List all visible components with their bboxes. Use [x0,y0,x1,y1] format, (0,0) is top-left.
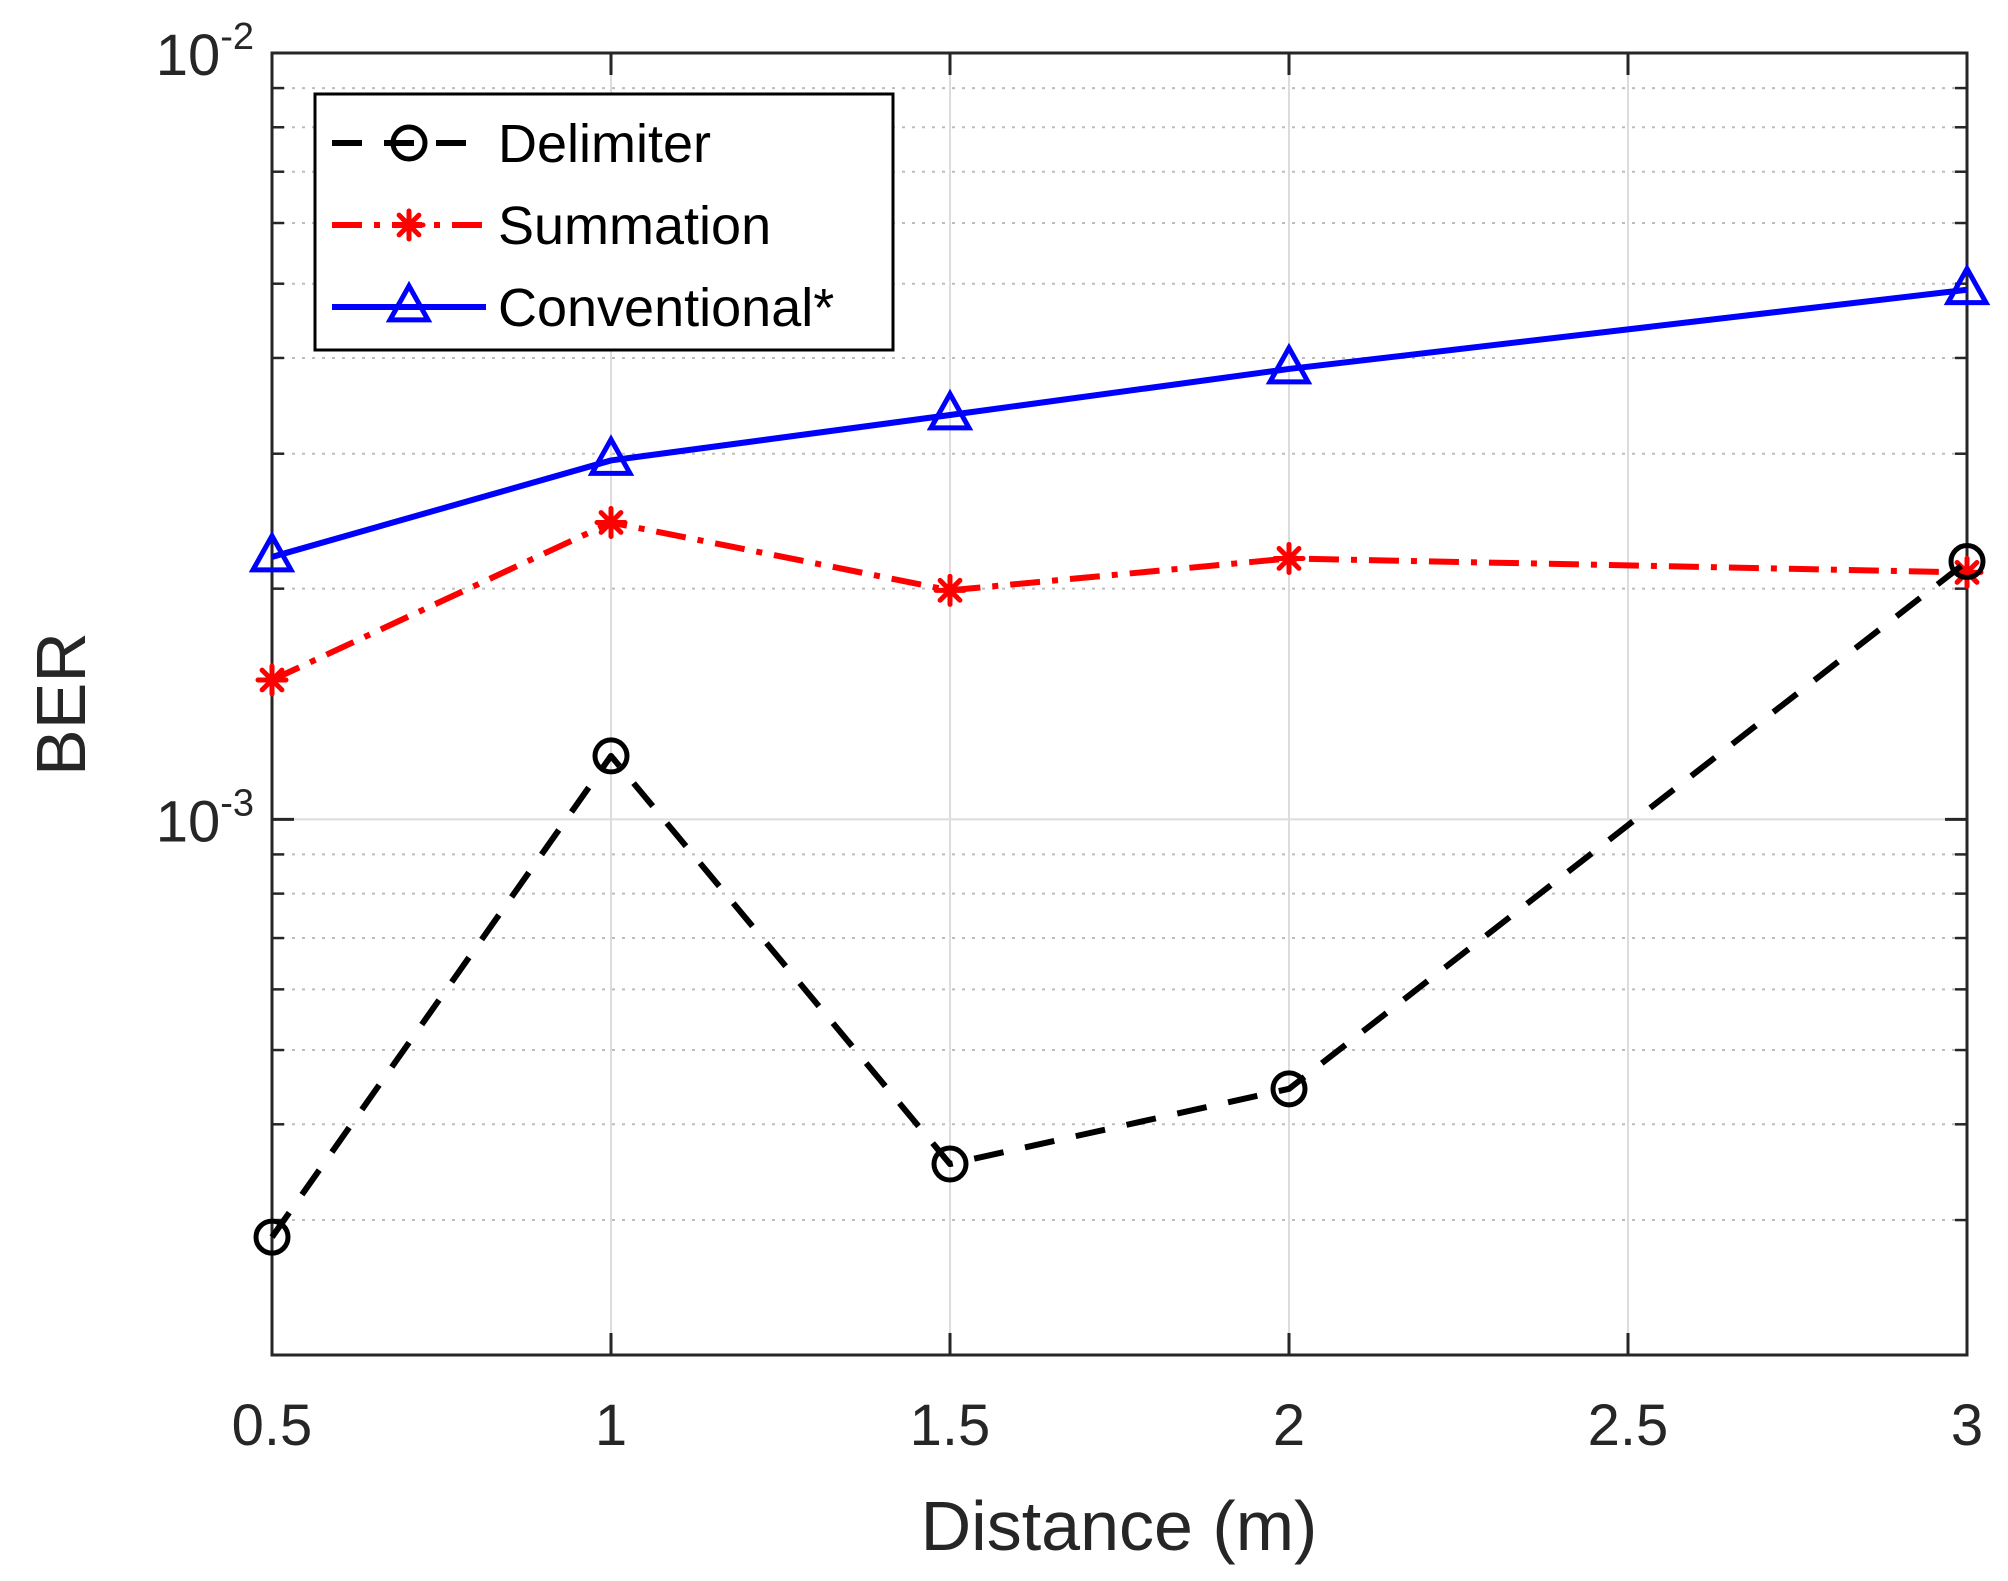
legend-marker-conventional [385,280,433,323]
delimiter-point [1270,1070,1308,1108]
conventional-point [587,434,635,476]
y-axis-label: BER [22,632,100,776]
conventional-line [271,286,1968,560]
delimiter-line [269,559,1969,1239]
legend-marker-delimiter [390,124,428,162]
y-tick-label: 10-3 [156,782,254,854]
asterisk-stroke [598,510,624,535]
delimiter-point [931,1145,969,1183]
summation-point [933,573,967,607]
conventional-point [248,530,296,573]
asterisk-stroke [396,212,422,238]
series-layer [248,263,1991,1256]
asterisk-stroke [1276,546,1302,571]
conventional-point [1943,263,1991,306]
delimiter-point [253,1218,291,1256]
legend-label-summation: Summation [498,196,771,256]
conventional-point [1265,342,1313,385]
legend: Delimiter Summation Conventional* [313,92,895,352]
x-tick-label: 3 [1951,1393,1983,1458]
x-axis-label: Distance (m) [921,1487,1318,1565]
plot-frame [270,51,1969,1357]
series-delimiter [253,543,1986,1256]
legend-label-conventional: Conventional* [498,278,834,338]
x-tick-label: 1 [595,1393,627,1458]
x-tick-label: 2.5 [1588,1393,1669,1458]
legend-label-delimiter: Delimiter [498,114,711,174]
delimiter-point [592,737,630,775]
summation-line [270,519,1968,683]
legend-marker-summation [392,208,426,242]
asterisk-stroke [937,577,963,603]
series-conventional [248,263,1991,573]
delimiter-point [1948,543,1986,581]
x-tick-label: 2 [1273,1393,1305,1458]
tick-labels: 0.5 1 1.5 2 2.5 3 10-3 10-2 [156,16,1983,1458]
asterisk-stroke [1954,560,1980,585]
summation-point [594,505,628,539]
summation-point [255,663,289,697]
summation-point [1272,541,1306,575]
x-tick-label: 1.5 [910,1393,991,1458]
y-tick-label: 10-2 [156,16,254,88]
asterisk-stroke [259,667,285,693]
x-tick-label: 0.5 [232,1393,313,1458]
conventional-point [926,388,974,431]
